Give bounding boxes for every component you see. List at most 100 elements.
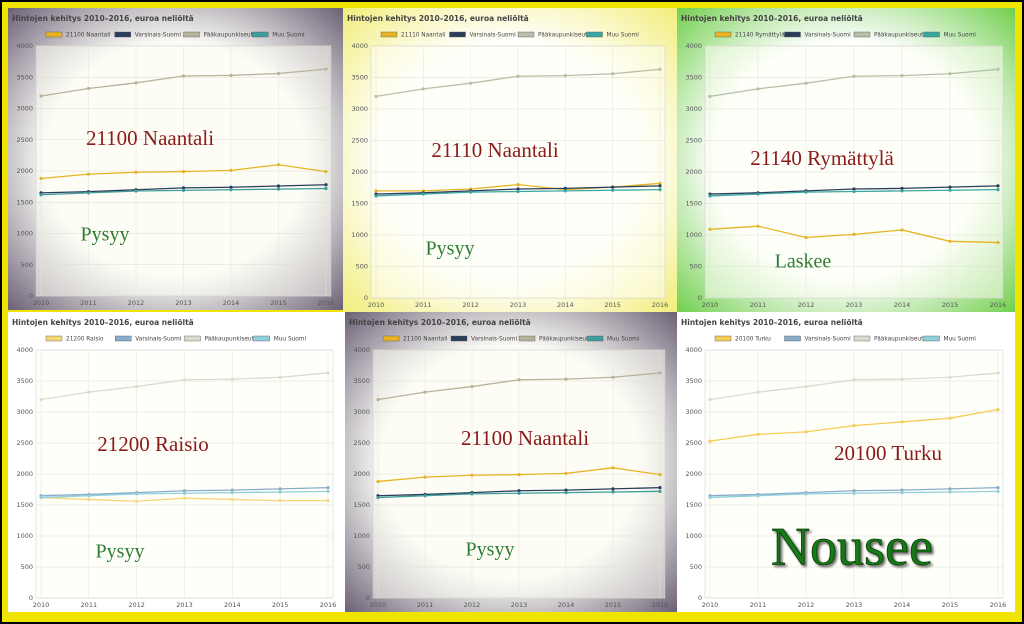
x-tick-label: 2015 — [272, 601, 289, 609]
data-point — [996, 67, 1000, 71]
chart-panel: Hintojen kehitys 2010–2016, euroa neliöl… — [677, 312, 1015, 612]
data-point — [87, 390, 91, 394]
legend-swatch — [184, 335, 201, 342]
data-point — [948, 416, 952, 420]
data-point — [276, 71, 281, 76]
y-tick-label: 1000 — [685, 532, 702, 540]
x-tick-label: 2013 — [846, 301, 863, 309]
x-tick-label: 2011 — [415, 301, 432, 309]
x-tick-label: 2011 — [80, 299, 97, 307]
legend-swatch — [449, 31, 466, 38]
x-tick-label: 2010 — [370, 601, 387, 609]
data-point — [374, 194, 378, 198]
location-label: 21100 Naantali — [461, 426, 589, 450]
data-point — [900, 420, 904, 424]
data-point — [135, 499, 139, 503]
data-point — [278, 375, 282, 379]
chart-panel: Hintojen kehitys 2010–2016, euroa neliöl… — [677, 8, 1015, 312]
data-point — [948, 375, 952, 379]
data-point — [423, 475, 427, 479]
y-tick-label: 1000 — [351, 231, 368, 239]
trend-label: Pysyy — [426, 238, 475, 260]
data-point — [996, 188, 1000, 192]
y-tick-label: 1500 — [353, 501, 370, 509]
legend-label: Pääkaupunkiseutu — [874, 33, 927, 39]
data-point — [181, 74, 186, 78]
y-tick-label: 3000 — [351, 105, 368, 113]
legend-label: Pääkaupunkiseutu — [204, 33, 257, 39]
data-point — [708, 94, 712, 98]
data-point — [948, 72, 952, 76]
y-tick-label: 500 — [21, 261, 33, 269]
legend-swatch — [853, 31, 871, 38]
data-point — [996, 486, 1000, 490]
data-point — [900, 488, 904, 492]
y-tick-label: 2500 — [353, 439, 370, 447]
data-point — [804, 384, 808, 389]
legend-label: Muu Suomi — [272, 33, 305, 39]
data-point — [324, 183, 328, 187]
location-label: 20100 Turku — [834, 441, 942, 465]
y-tick-label: 500 — [356, 263, 368, 271]
data-point — [611, 72, 615, 76]
y-tick-label: 4000 — [685, 42, 702, 50]
data-point — [852, 74, 856, 78]
y-tick-label: 3500 — [353, 377, 370, 385]
y-tick-label: 2000 — [16, 470, 33, 478]
data-point — [135, 384, 139, 389]
legend-label: Varsinais-Suomi — [135, 337, 182, 343]
x-tick-label: 2010 — [368, 301, 385, 309]
trend-label: Pysyy — [96, 541, 145, 563]
data-point — [470, 492, 474, 496]
x-tick-label: 2016 — [990, 601, 1007, 609]
x-tick-label: 2012 — [464, 601, 481, 609]
data-point — [278, 499, 282, 503]
x-tick-label: 2016 — [990, 301, 1007, 309]
legend-swatch — [586, 335, 604, 342]
data-point — [756, 432, 760, 436]
data-point — [230, 497, 234, 502]
legend-swatch — [114, 31, 131, 38]
data-point — [564, 488, 568, 492]
data-point — [804, 430, 808, 434]
data-point — [756, 224, 760, 228]
data-point — [996, 184, 1000, 188]
y-tick-label: 3500 — [351, 74, 368, 82]
data-point — [658, 181, 662, 185]
legend-swatch — [115, 335, 132, 342]
chart-title: Hintojen kehitys 2010–2016, euroa neliöl… — [347, 14, 529, 23]
y-tick-label: 2500 — [685, 439, 702, 447]
legend-label: Muu Suomi — [274, 337, 307, 343]
legend-label: 20100 Turku — [735, 337, 771, 343]
x-tick-label: 2012 — [798, 301, 815, 309]
data-point — [658, 188, 662, 192]
legend-swatch — [253, 335, 270, 342]
trend-label: Laskee — [775, 251, 832, 273]
data-point — [900, 377, 904, 381]
data-point — [611, 466, 615, 470]
data-point — [948, 487, 952, 491]
x-tick-label: 2011 — [750, 301, 767, 309]
y-tick-label: 1500 — [16, 198, 33, 206]
data-point — [996, 489, 1000, 493]
legend-swatch — [923, 31, 940, 38]
legend-label: 21100 Naantali — [66, 33, 111, 39]
chart-title: Hintojen kehitys 2010–2016, euroa neliöl… — [681, 14, 863, 23]
data-point — [469, 81, 473, 85]
y-tick-label: 1000 — [353, 532, 370, 540]
data-point — [564, 471, 568, 475]
data-point — [423, 494, 427, 498]
data-point — [708, 227, 712, 231]
y-tick-label: 0 — [29, 292, 33, 300]
x-tick-label: 2011 — [417, 601, 434, 609]
y-tick-label: 1500 — [351, 200, 368, 208]
data-point — [611, 185, 615, 189]
y-tick-label: 3000 — [16, 105, 33, 113]
legend-swatch — [252, 31, 269, 38]
data-point — [39, 193, 43, 197]
data-point — [756, 390, 760, 394]
data-point — [470, 384, 474, 389]
chart-title: Hintojen kehitys 2010–2016, euroa neliöl… — [12, 318, 194, 327]
data-point — [470, 473, 474, 477]
x-tick-label: 2010 — [702, 301, 719, 309]
